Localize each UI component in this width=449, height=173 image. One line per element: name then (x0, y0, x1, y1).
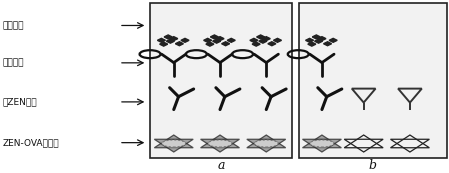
Ellipse shape (162, 140, 185, 147)
Polygon shape (247, 139, 286, 152)
Text: b: b (369, 159, 377, 172)
Polygon shape (203, 38, 212, 42)
Polygon shape (154, 139, 193, 152)
Polygon shape (221, 42, 229, 46)
Polygon shape (318, 37, 326, 41)
Polygon shape (323, 42, 331, 46)
Polygon shape (213, 39, 221, 43)
FancyBboxPatch shape (299, 3, 447, 158)
Text: a: a (217, 159, 225, 172)
Polygon shape (259, 39, 267, 43)
Polygon shape (154, 135, 193, 148)
Polygon shape (206, 42, 214, 46)
Text: 发光底物: 发光底物 (2, 21, 24, 30)
Text: 抗ZEN抗体: 抗ZEN抗体 (2, 97, 37, 106)
Text: ZEN-OVA偶联物: ZEN-OVA偶联物 (2, 138, 59, 147)
Polygon shape (308, 42, 316, 46)
Polygon shape (262, 37, 270, 41)
Polygon shape (313, 35, 321, 39)
Polygon shape (252, 42, 260, 46)
Polygon shape (201, 139, 239, 152)
Polygon shape (303, 135, 341, 148)
Polygon shape (160, 42, 168, 46)
Polygon shape (247, 135, 286, 148)
FancyBboxPatch shape (150, 3, 292, 158)
Polygon shape (181, 38, 189, 42)
Polygon shape (250, 38, 258, 42)
Polygon shape (210, 35, 218, 39)
Polygon shape (268, 42, 276, 46)
Ellipse shape (310, 140, 334, 147)
Polygon shape (329, 38, 337, 42)
Polygon shape (315, 39, 322, 43)
Polygon shape (305, 38, 314, 42)
Polygon shape (175, 42, 184, 46)
Polygon shape (170, 37, 178, 41)
Polygon shape (227, 38, 235, 42)
Ellipse shape (255, 140, 278, 147)
Text: 酶标二抗: 酶标二抗 (2, 58, 24, 67)
Ellipse shape (208, 140, 232, 147)
Polygon shape (166, 39, 174, 43)
Polygon shape (201, 135, 239, 148)
Polygon shape (157, 38, 165, 42)
Polygon shape (257, 35, 264, 39)
Polygon shape (303, 139, 341, 152)
Polygon shape (273, 38, 282, 42)
Polygon shape (216, 37, 224, 41)
Polygon shape (164, 35, 172, 39)
